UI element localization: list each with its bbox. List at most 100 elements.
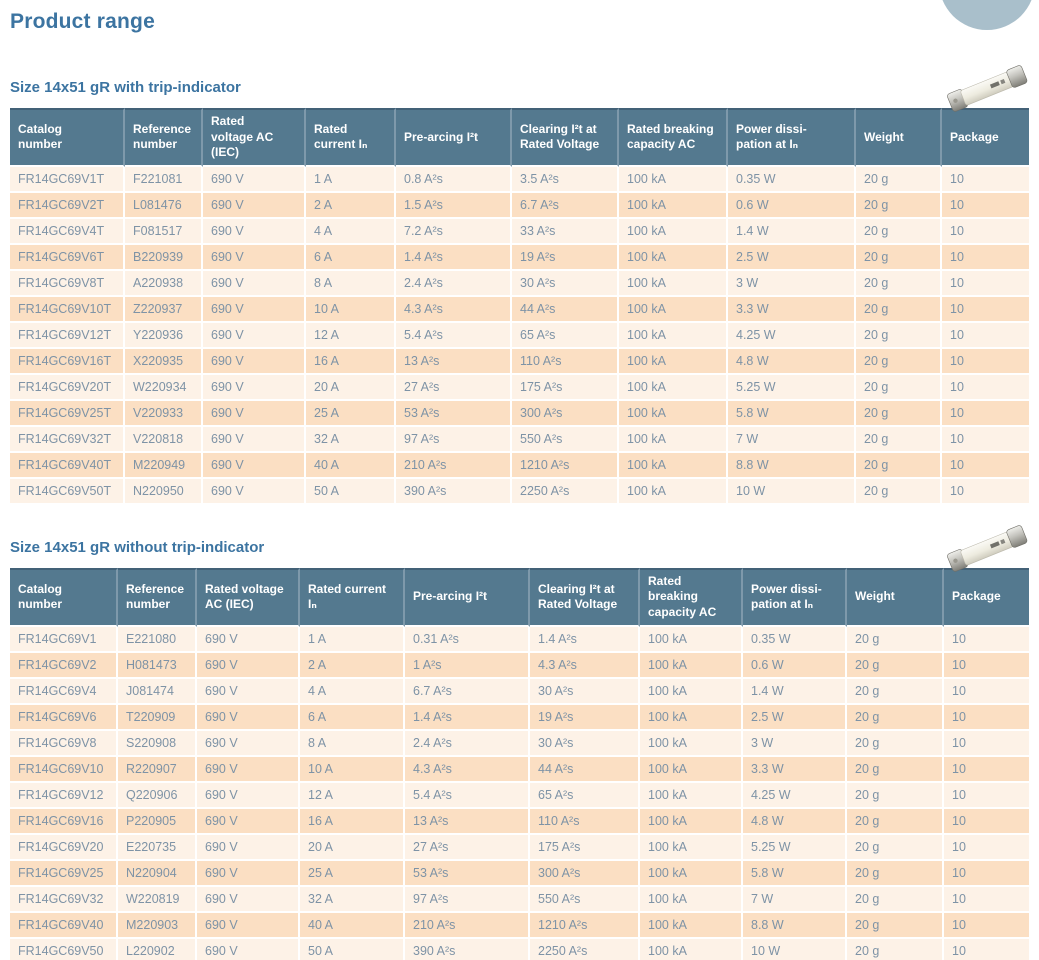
- table-cell: 32 A: [300, 886, 405, 913]
- table-cell: 690 V: [203, 296, 306, 323]
- table-cell: 100 kA: [640, 756, 743, 783]
- table-cell: 210 A²s: [405, 912, 530, 939]
- section-without-trip-indicator: Size 14x51 gR without trip-indicator: [10, 525, 1029, 960]
- table-cell: 1 A: [300, 626, 405, 653]
- table-cell: N220904: [118, 860, 197, 887]
- table-cell: 5.25 W: [743, 834, 847, 861]
- table-cell: 5.4 A²s: [396, 322, 512, 349]
- table-cell: 20 g: [847, 704, 944, 731]
- table-cell: 100 kA: [640, 652, 743, 679]
- table-cell: B220939: [125, 244, 203, 271]
- table-cell: Y220936: [125, 322, 203, 349]
- table-cell: 8 A: [300, 730, 405, 757]
- table-cell: 10: [944, 782, 1029, 809]
- table-cell: 40 A: [306, 452, 396, 479]
- table-cell: 16 A: [306, 348, 396, 375]
- table-cell: 100 kA: [619, 426, 728, 453]
- table-row: FR14GC69V20 E220735 690 V 20 A 27 A²s 175 A²s…: [10, 834, 1029, 861]
- table-cell: 100 kA: [640, 834, 743, 861]
- table-cell: 20 g: [856, 270, 942, 297]
- column-header: Catalog number: [10, 108, 125, 167]
- table-cell: 30 A²s: [530, 730, 640, 757]
- table-cell: E221080: [118, 626, 197, 653]
- table-cell: 6 A: [300, 704, 405, 731]
- table-cell: 100 kA: [619, 244, 728, 271]
- table-cell: 10: [942, 374, 1029, 401]
- table-row: FR14GC69V10 R220907 690 V 10 A 4.3 A²s 44 A²s…: [10, 756, 1029, 783]
- section-title-without-trip: Size 14x51 gR without trip-indicator: [10, 538, 265, 556]
- table-cell: 100 kA: [619, 296, 728, 323]
- page-title: Product range: [10, 10, 155, 33]
- table-cell: N220950: [125, 478, 203, 505]
- table-cell: FR14GC69V40T: [10, 452, 125, 479]
- table-cell: 19 A²s: [512, 244, 619, 271]
- table-cell: 690 V: [203, 192, 306, 219]
- table-cell: 100 kA: [619, 270, 728, 297]
- table-cell: 27 A²s: [396, 374, 512, 401]
- table-cell: 690 V: [203, 270, 306, 297]
- table-cell: 53 A²s: [405, 860, 530, 887]
- table-cell: 8 A: [306, 270, 396, 297]
- table-cell: 100 kA: [619, 452, 728, 479]
- table-cell: 20 g: [856, 218, 942, 245]
- table-cell: 100 kA: [640, 704, 743, 731]
- table-cell: 550 A²s: [530, 886, 640, 913]
- table-cell: 10: [944, 834, 1029, 861]
- table-row: FR14GC69V25T V220933 690 V 25 A 53 A²s 300 A²…: [10, 400, 1029, 427]
- table-cell: 10: [944, 860, 1029, 887]
- table-cell: 3.5 A²s: [512, 166, 619, 193]
- table-cell: FR14GC69V8T: [10, 270, 125, 297]
- table-cell: 0.31 A²s: [405, 626, 530, 653]
- column-header: Pre-arcing I²t: [396, 108, 512, 167]
- table-cell: 20 g: [847, 912, 944, 939]
- column-header: Power dissi- pation at Iₙ: [728, 108, 856, 167]
- table-cell: 10 A: [306, 296, 396, 323]
- table-cell: 44 A²s: [512, 296, 619, 323]
- table-cell: 6.7 A²s: [405, 678, 530, 705]
- column-header: Rated voltage AC (IEC): [197, 567, 300, 627]
- table-cell: FR14GC69V25T: [10, 400, 125, 427]
- table-cell: FR14GC69V8: [10, 730, 118, 757]
- table-cell: 3.3 W: [728, 296, 856, 323]
- table-cell: 690 V: [203, 218, 306, 245]
- table-cell: 5.4 A²s: [405, 782, 530, 809]
- table-cell: 2.5 W: [728, 244, 856, 271]
- table-row: FR14GC69V32 W220819 690 V 32 A 97 A²s 550 A²s…: [10, 886, 1029, 913]
- table-cell: 690 V: [197, 756, 300, 783]
- table-cell: 10 A: [300, 756, 405, 783]
- table-cell: 0.6 W: [728, 192, 856, 219]
- table-cell: 690 V: [197, 860, 300, 887]
- table-cell: FR14GC69V2: [10, 652, 118, 679]
- table-cell: 690 V: [197, 886, 300, 913]
- table-cell: 0.35 W: [743, 626, 847, 653]
- table-cell: FR14GC69V1T: [10, 166, 125, 193]
- table-cell: 690 V: [203, 478, 306, 505]
- table-cell: P220905: [118, 808, 197, 835]
- table-cell: FR14GC69V1: [10, 626, 118, 653]
- table-cell: 20 g: [847, 808, 944, 835]
- column-header: Catalog number: [10, 567, 118, 627]
- table-header-row: Catalog number Reference number Rated volt…: [10, 567, 1029, 627]
- table-cell: Z220937: [125, 296, 203, 323]
- table-cell: 65 A²s: [512, 322, 619, 349]
- table-cell: 4.25 W: [728, 322, 856, 349]
- table-cell: 1.4 W: [728, 218, 856, 245]
- table-cell: 4 A: [306, 218, 396, 245]
- table-cell: FR14GC69V25: [10, 860, 118, 887]
- table-cell: 25 A: [306, 400, 396, 427]
- table-cell: 100 kA: [619, 218, 728, 245]
- table-cell: 10 W: [743, 938, 847, 960]
- table-cell: 175 A²s: [512, 374, 619, 401]
- table-cell: 690 V: [203, 426, 306, 453]
- table-header-row: Catalog number Reference number Rated volt…: [10, 108, 1029, 167]
- table-cell: E220735: [118, 834, 197, 861]
- table-cell: 3 W: [743, 730, 847, 757]
- table-cell: 1210 A²s: [530, 912, 640, 939]
- table-cell: 10: [944, 938, 1029, 960]
- column-header: Weight: [847, 567, 944, 627]
- table-cell: 20 g: [847, 652, 944, 679]
- table-cell: 19 A²s: [530, 704, 640, 731]
- table-cell: FR14GC69V6T: [10, 244, 125, 271]
